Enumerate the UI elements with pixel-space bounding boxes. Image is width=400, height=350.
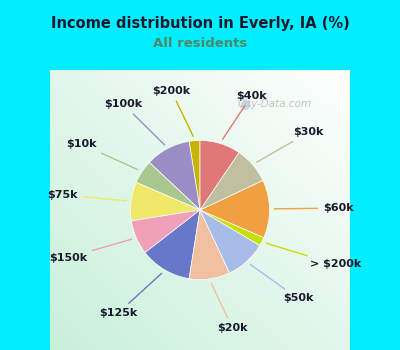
- Text: $10k: $10k: [67, 139, 138, 170]
- Text: $40k: $40k: [222, 91, 267, 139]
- Wedge shape: [200, 210, 264, 245]
- Text: Income distribution in Everly, IA (%): Income distribution in Everly, IA (%): [51, 16, 349, 31]
- Wedge shape: [189, 210, 230, 280]
- Text: $60k: $60k: [274, 203, 354, 213]
- Wedge shape: [189, 140, 200, 210]
- Text: $125k: $125k: [99, 273, 162, 318]
- Wedge shape: [149, 141, 200, 210]
- Text: $30k: $30k: [257, 127, 324, 162]
- Text: ●: ●: [240, 97, 250, 110]
- Text: City-Data.com: City-Data.com: [238, 99, 312, 108]
- Wedge shape: [136, 162, 200, 210]
- Wedge shape: [200, 210, 260, 273]
- Text: $200k: $200k: [152, 86, 193, 136]
- Wedge shape: [200, 180, 270, 238]
- Wedge shape: [200, 153, 263, 210]
- Text: $100k: $100k: [104, 99, 164, 145]
- Text: > $200k: > $200k: [266, 243, 361, 269]
- Wedge shape: [130, 182, 200, 221]
- Text: $50k: $50k: [250, 265, 313, 303]
- Text: $150k: $150k: [49, 239, 132, 262]
- Text: All residents: All residents: [153, 37, 247, 50]
- Text: $75k: $75k: [48, 190, 126, 201]
- Wedge shape: [200, 140, 239, 210]
- Wedge shape: [131, 210, 200, 253]
- Wedge shape: [145, 210, 200, 279]
- Text: $20k: $20k: [211, 283, 248, 334]
